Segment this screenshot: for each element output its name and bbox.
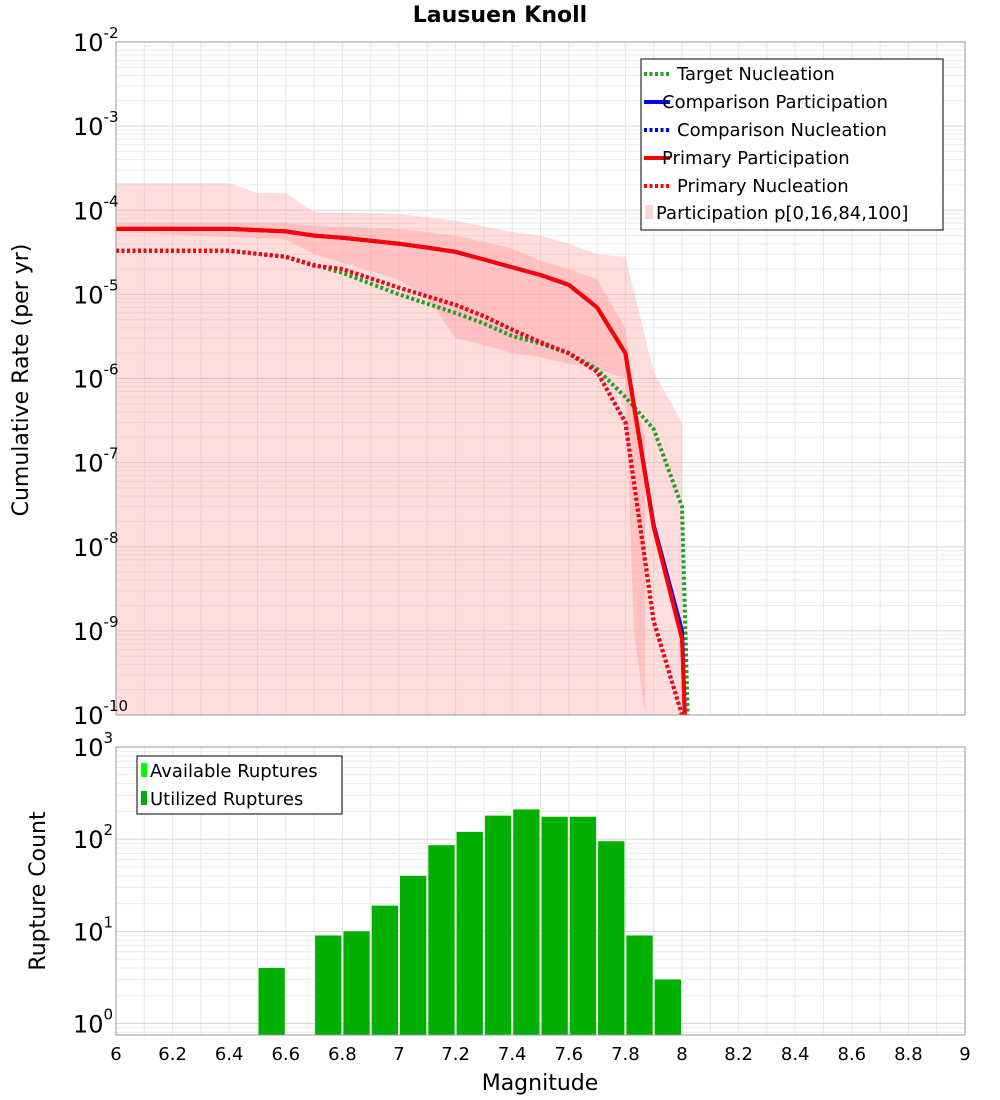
top-y-tick-label: 10-4 bbox=[73, 192, 119, 225]
bottom-plot-y-axis-label: Rupture Count bbox=[26, 811, 51, 971]
x-tick-label: 7.6 bbox=[554, 1044, 583, 1065]
rupture-bar bbox=[343, 931, 370, 1035]
rupture-bar bbox=[626, 935, 653, 1035]
rupture-bar bbox=[456, 831, 483, 1035]
top-plot-y-ticks: 10-10 10-9 10-8 10-7 10-6 10-5 10-4 10-3 10-2 bbox=[73, 24, 128, 730]
legend-swatch bbox=[141, 763, 147, 777]
top-y-tick-label: 10-10 bbox=[73, 697, 128, 730]
x-tick-label: 8.8 bbox=[894, 1044, 923, 1065]
x-axis-label: Magnitude bbox=[482, 1071, 599, 1096]
bottom-y-tick-label: 103 bbox=[73, 729, 113, 762]
top-plot: 10-10 10-9 10-8 10-7 10-6 10-5 10-4 10-3 10-2 Cu… bbox=[9, 24, 966, 730]
bottom-y-tick-label: 100 bbox=[73, 1005, 113, 1038]
rupture-bar bbox=[569, 816, 597, 1035]
top-y-tick-label: 10-6 bbox=[73, 361, 119, 394]
rupture-bar bbox=[598, 841, 625, 1035]
top-y-tick-label: 10-9 bbox=[73, 613, 119, 646]
x-tick-label: 7.8 bbox=[611, 1044, 640, 1065]
top-y-tick-label: 10-2 bbox=[73, 24, 119, 57]
participation-band-outer bbox=[116, 183, 682, 716]
legend-swatch-band bbox=[645, 205, 653, 219]
bottom-plot-legend: Available Ruptures Utilized Ruptures bbox=[136, 755, 343, 815]
x-tick-label: 7.2 bbox=[441, 1044, 470, 1065]
rupture-bar bbox=[654, 979, 681, 1035]
top-y-tick-label: 10-3 bbox=[73, 108, 119, 141]
top-plot-y-axis-label: Cumulative Rate (per yr) bbox=[9, 244, 34, 517]
top-legend-box bbox=[640, 58, 944, 231]
rupture-bar bbox=[541, 816, 568, 1035]
bottom-plot: 100 101 102 103 Rupture Count 6 6.2 6.4 6.6 6.8… bbox=[26, 729, 971, 1096]
x-tick-label: 8 bbox=[676, 1044, 687, 1065]
x-tick-label: 8.4 bbox=[781, 1044, 810, 1065]
participation-band-inner bbox=[116, 223, 646, 716]
x-tick-label: 9 bbox=[959, 1044, 970, 1065]
bottom-plot-frame bbox=[115, 746, 966, 1036]
rupture-bar bbox=[484, 815, 512, 1035]
bottom-plot-y-ticks: 100 101 102 103 bbox=[73, 729, 113, 1038]
top-plot-series bbox=[116, 226, 690, 716]
bottom-y-tick-label: 101 bbox=[73, 913, 113, 946]
rupture-bar bbox=[428, 845, 455, 1035]
top-plot-grid bbox=[115, 41, 966, 716]
top-y-tick-label: 10-8 bbox=[73, 529, 119, 562]
series-primary-participation bbox=[116, 226, 687, 716]
legend-label: Available Ruptures bbox=[150, 761, 318, 782]
legend-label: Participation p[0,16,84,100] bbox=[656, 203, 908, 224]
x-tick-label: 8.2 bbox=[724, 1044, 753, 1065]
legend-label: Primary Participation bbox=[662, 148, 850, 169]
rupture-bar bbox=[258, 967, 285, 1035]
top-plot-frame bbox=[115, 41, 966, 716]
x-tick-label: 6.2 bbox=[158, 1044, 187, 1065]
legend-label: Primary Nucleation bbox=[677, 176, 849, 197]
x-tick-label: 6.8 bbox=[328, 1044, 357, 1065]
rupture-bar bbox=[513, 809, 540, 1035]
x-tick-label: 6 bbox=[110, 1044, 121, 1065]
rupture-bar bbox=[371, 905, 398, 1035]
legend-label: Comparison Nucleation bbox=[677, 120, 887, 141]
x-tick-label: 8.6 bbox=[837, 1044, 866, 1065]
chart-title: Lausuen Knoll bbox=[413, 3, 587, 28]
top-y-tick-label: 10-7 bbox=[73, 445, 119, 478]
top-y-tick-label: 10-5 bbox=[73, 276, 119, 309]
rupture-bar bbox=[315, 935, 342, 1035]
bottom-y-tick-label: 102 bbox=[73, 821, 113, 854]
participation-band bbox=[116, 183, 682, 716]
legend-label: Target Nucleation bbox=[676, 64, 835, 85]
x-tick-label: 7 bbox=[393, 1044, 404, 1065]
x-axis-ticks: 6 6.2 6.4 6.6 6.8 7 7.2 7.4 7.6 7.8 8 8.2 8.4 8.6 8.8 9 bbox=[110, 1044, 970, 1065]
bottom-legend-box bbox=[136, 755, 343, 815]
top-plot-legend: Target Nucleation Comparison Participatio… bbox=[640, 58, 944, 231]
x-tick-label: 6.6 bbox=[271, 1044, 300, 1065]
legend-swatch bbox=[141, 791, 147, 805]
rupture-bar bbox=[400, 875, 427, 1035]
x-tick-label: 6.4 bbox=[215, 1044, 244, 1065]
rupture-bars bbox=[258, 809, 681, 1035]
x-tick-label: 7.4 bbox=[498, 1044, 527, 1065]
legend-label: Utilized Ruptures bbox=[150, 789, 303, 810]
legend-label: Comparison Participation bbox=[662, 92, 888, 113]
